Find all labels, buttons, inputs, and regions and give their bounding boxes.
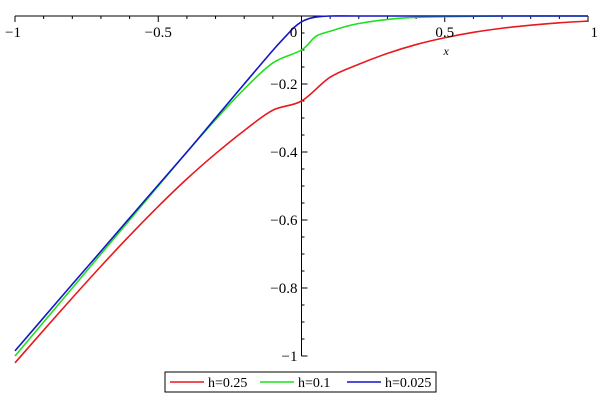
x-tick-label: 0.5 [435, 25, 454, 41]
legend: h=0.25 h=0.1 h=0.025 [164, 371, 437, 393]
x-tick-label: −0.5 [145, 25, 172, 41]
legend-box [164, 371, 437, 393]
legend-label: h=0.025 [385, 376, 431, 391]
y-tick-label: −0.8 [270, 281, 297, 297]
axes [14, 15, 589, 357]
tick-labels: −1 −0.5 0 0.5 1 −0.2 −0.4 −0.6 −0.8 −1 [5, 25, 598, 365]
y-tick-label: −0.4 [270, 145, 298, 161]
y-tick-label: −0.6 [270, 213, 298, 229]
x-tick-label: 1 [591, 25, 599, 41]
legend-label: h=0.25 [208, 376, 247, 391]
y-tick-label: −0.2 [270, 77, 297, 93]
x-axis-label: x [443, 44, 450, 58]
series-line-3 [14, 15, 588, 352]
series-line-2 [14, 15, 589, 357]
series-line-1 [14, 20, 589, 364]
y-tick-label: −1 [282, 349, 298, 365]
x-tick-label: 0 [290, 25, 298, 41]
series-layer [14, 15, 589, 364]
x-tick-label: −1 [5, 25, 21, 41]
legend-label: h=0.1 [298, 376, 330, 391]
